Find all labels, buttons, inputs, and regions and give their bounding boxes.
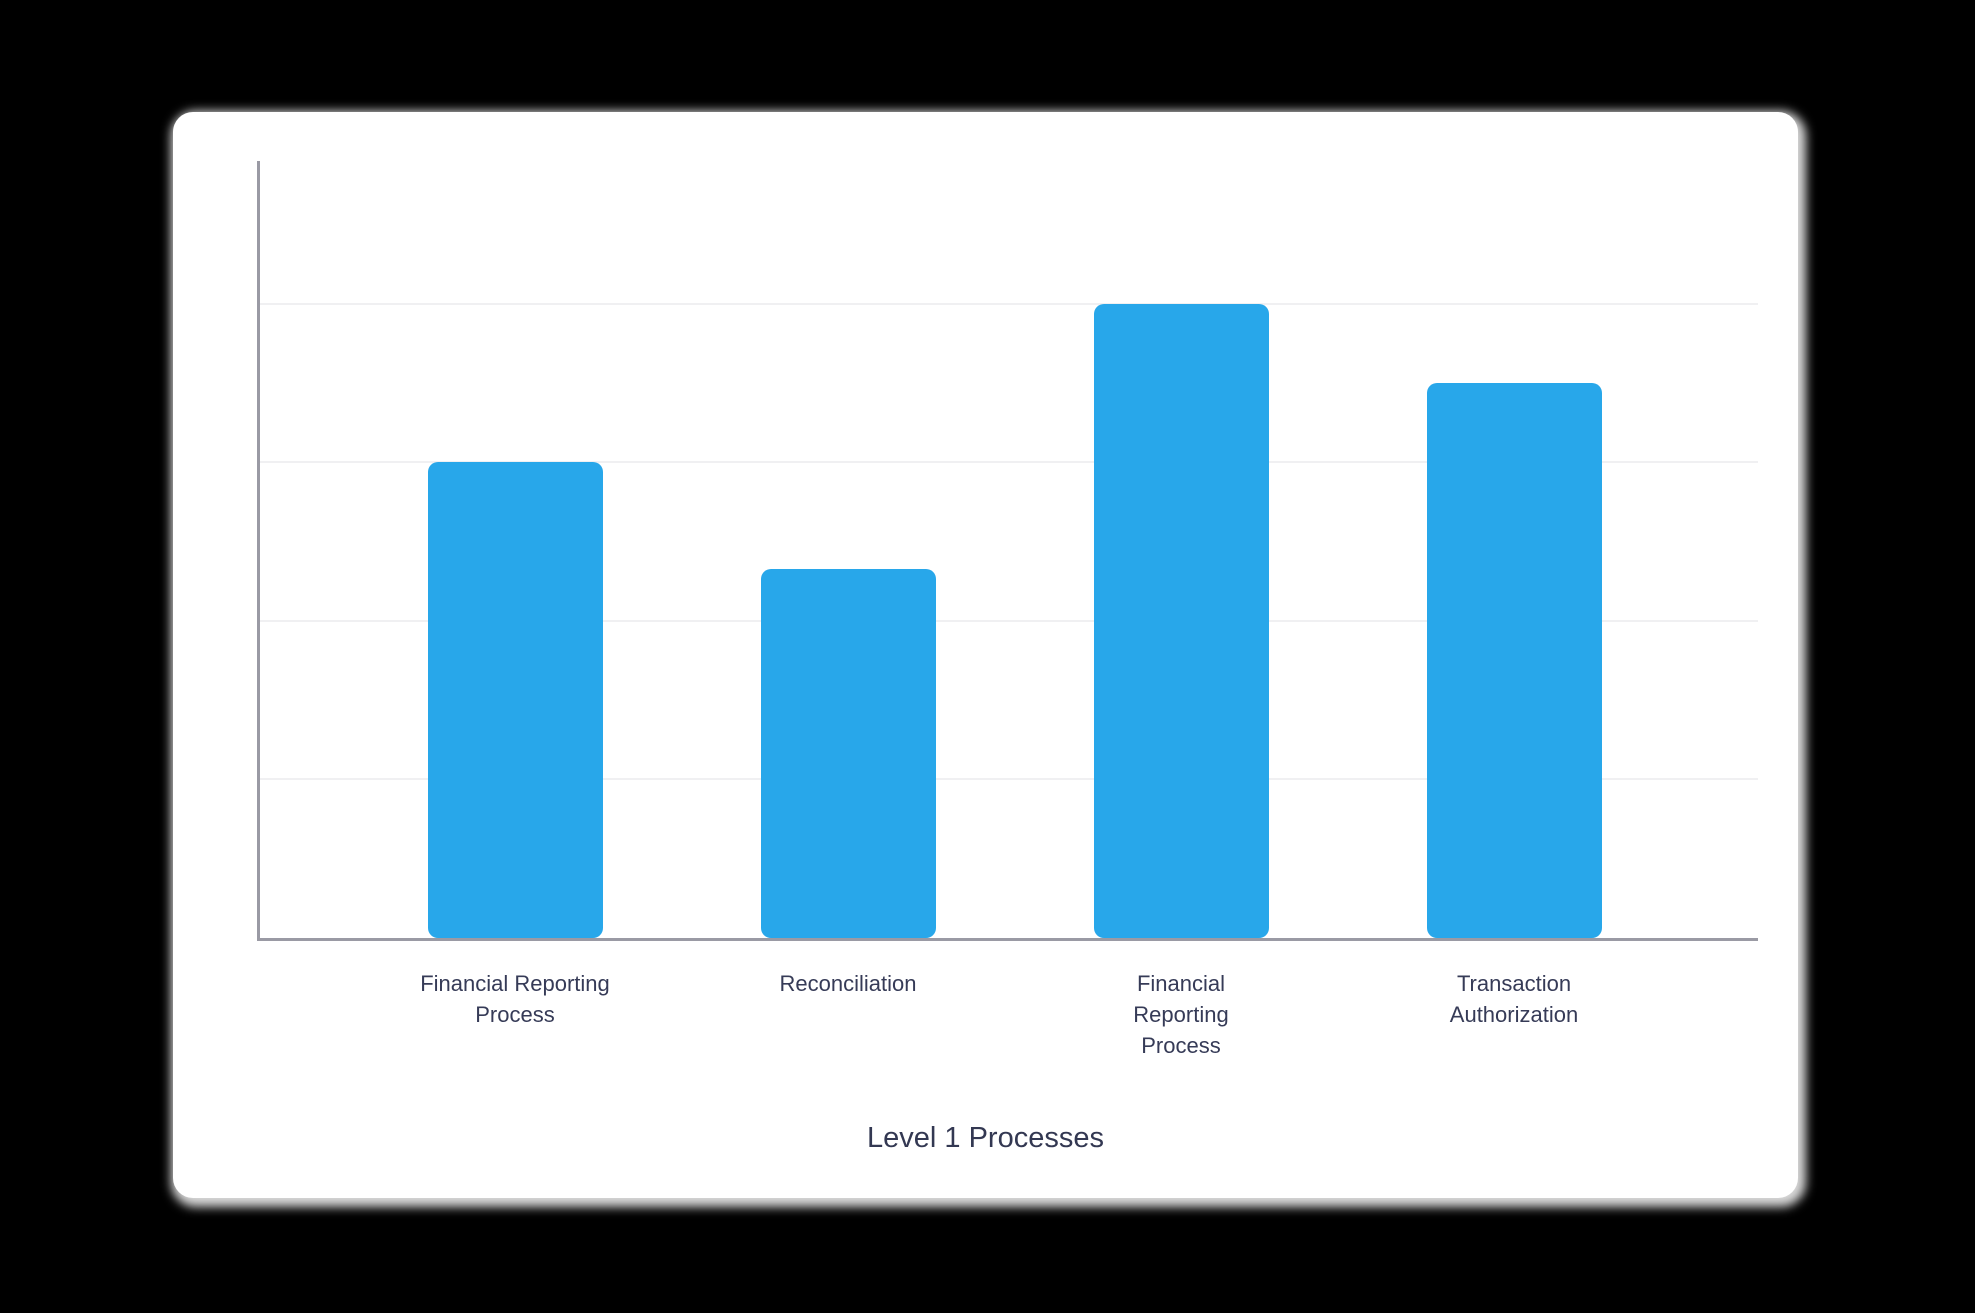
chart-card: Financial Reporting Process Reconciliatio… — [173, 112, 1798, 1198]
x-axis-line — [257, 938, 1758, 941]
bar-1[interactable] — [427, 462, 603, 938]
bar-2[interactable] — [760, 568, 936, 938]
y-axis-line — [257, 161, 260, 941]
x-tick-label-3: Financial Reporting Process — [1133, 971, 1229, 1058]
bar-4[interactable] — [1426, 383, 1602, 938]
x-tick-label-1: Financial Reporting Process — [420, 971, 610, 1027]
x-tick-label-2: Reconciliation — [779, 971, 917, 996]
bar-3[interactable] — [1093, 303, 1269, 938]
x-tick-label-4: Transaction Authorization — [1449, 971, 1579, 1027]
gridline — [260, 302, 1758, 305]
x-axis-title: Level 1 Processes — [867, 1122, 1104, 1154]
bar-chart-plot-area — [257, 161, 1758, 941]
